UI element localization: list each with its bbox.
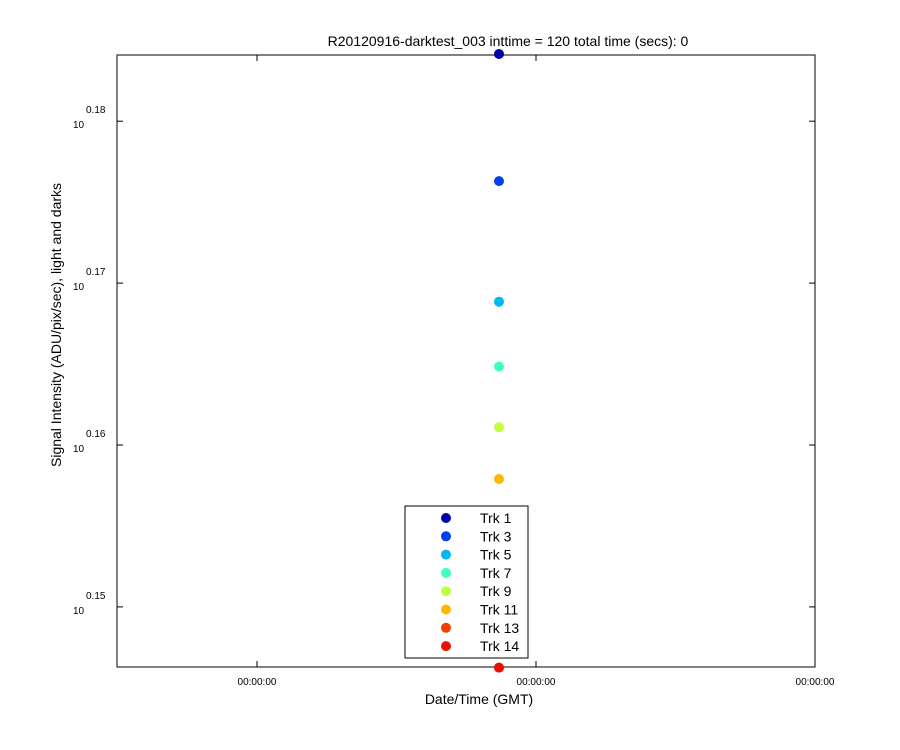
x-axis: 00:00:00 00:00:00 00:00:00 (238, 55, 835, 688)
legend-marker (441, 567, 451, 578)
y-tick-label-base: 10 (73, 120, 85, 131)
x-axis-label: Date/Time (GMT) (425, 691, 533, 707)
y-tick-label-exponent: 0.18 (86, 105, 106, 116)
legend-entry: Trk 7 (480, 565, 512, 581)
y-tick-label-exponent: 0.17 (86, 267, 106, 278)
x-tick-label: 00:00:00 (238, 677, 277, 688)
y-tick-label-exponent: 0.16 (86, 429, 106, 440)
legend-entry: Trk 1 (480, 510, 512, 526)
legend-marker (441, 641, 451, 652)
y-axis-label: Signal Intensity (ADU/pix/sec), light an… (48, 183, 64, 467)
legend-box (404, 505, 529, 659)
legend-entry: Trk 13 (480, 620, 519, 636)
legend-marker (441, 531, 451, 542)
legend-entry: Trk 3 (480, 528, 512, 544)
data-point (494, 361, 504, 372)
legend-marker (441, 586, 451, 597)
data-point (494, 176, 504, 187)
legend-entry: Trk 5 (480, 547, 512, 563)
chart-title: R20120916-darktest_003 inttime = 120 tot… (328, 33, 689, 49)
legend-entry: Trk 11 (480, 602, 518, 618)
legend-entry: Trk 14 (480, 638, 519, 654)
x-tick-label: 00:00:00 (796, 677, 835, 688)
y-tick-label-base: 10 (73, 444, 85, 455)
y-tick-label-base: 10 (73, 606, 85, 617)
data-point (494, 49, 504, 60)
y-tick-label-base: 10 (73, 282, 85, 293)
data-point (494, 422, 504, 433)
data-point (494, 473, 504, 484)
legend-marker (441, 549, 451, 560)
legend: Trk 1 Trk 3 Trk 5 Trk 7 Trk 9 Trk 11 Trk 13 Trk… (404, 505, 529, 659)
x-tick-label: 00:00:00 (517, 677, 556, 688)
data-point (494, 662, 504, 673)
legend-marker (441, 622, 451, 633)
y-tick-label-exponent: 0.15 (86, 591, 106, 602)
data-point (494, 296, 504, 307)
legend-marker (441, 604, 451, 615)
data-points (494, 49, 504, 673)
legend-marker (441, 513, 451, 523)
legend-entry: Trk 9 (480, 583, 512, 599)
